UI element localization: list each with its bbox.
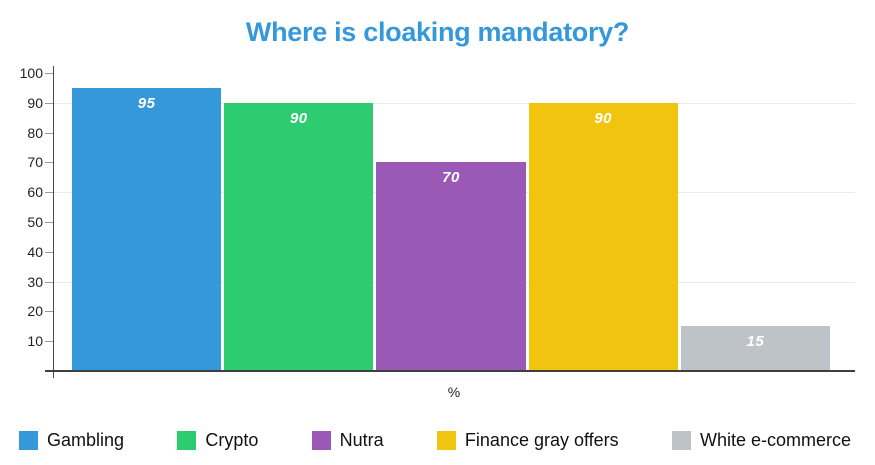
bar-value-nutra: 70 [442, 169, 460, 187]
legend-swatch-gambling [19, 431, 38, 450]
chart-title: Where is cloaking mandatory? [245, 17, 630, 47]
y-tick-label-50: 50 [27, 214, 43, 230]
legend-label-white-e-commerce: White e-commerce [699, 430, 851, 450]
y-tick-label-90: 90 [27, 94, 43, 111]
y-tick-100 [45, 73, 53, 74]
y-tick-label-80: 80 [27, 124, 43, 141]
x-axis-title: % [447, 384, 461, 400]
y-tick-label-20: 20 [27, 303, 43, 320]
legend-item-crypto[interactable]: Crypto [177, 430, 258, 451]
bar-value-finance-gray-offers: 90 [594, 109, 613, 127]
y-tick-50 [45, 222, 53, 223]
bar-value-gambling: 95 [137, 94, 156, 112]
bar-finance-gray-offers[interactable]: 90 [528, 102, 678, 371]
legend-item-gambling[interactable]: Gambling [19, 430, 124, 451]
gridline-90 [54, 102, 855, 104]
y-tick-label-100: 100 [19, 65, 43, 81]
legend-item-finance-gray-offers[interactable]: Finance gray offers [436, 430, 619, 451]
x-axis-baseline [45, 370, 855, 372]
bar-value-crypto: 90 [289, 109, 308, 127]
y-tick-60 [45, 192, 53, 194]
y-axis-line [53, 66, 54, 378]
bar-nutra[interactable]: 70 [376, 162, 526, 371]
y-tick-30 [45, 281, 53, 283]
bar-white-e-commerce[interactable]: 15 [680, 326, 830, 371]
legend-label-gambling: Gambling [47, 430, 125, 450]
legend-label-finance-gray-offers: Finance gray offers [464, 430, 619, 450]
y-tick-label-70: 70 [27, 154, 43, 171]
legend: Gambling Crypto Nutra Finance gray offers Wh… [19, 430, 851, 451]
y-tick-20 [45, 311, 53, 313]
y-tick-label-10: 10 [27, 333, 43, 350]
bar-value-white-e-commerce: 15 [746, 333, 765, 351]
legend-label-crypto: Crypto [205, 430, 259, 450]
y-tick-10 [45, 341, 53, 343]
legend-swatch-white-e-commerce [671, 431, 691, 450]
bar-gambling[interactable]: 95 [72, 87, 222, 371]
bar-crypto[interactable]: 90 [224, 102, 374, 371]
y-tick-label-60: 60 [27, 184, 43, 201]
y-tick-80 [45, 132, 53, 134]
legend-swatch-crypto [177, 431, 197, 450]
legend-swatch-finance-gray-offers [436, 431, 456, 450]
plot-area: 100 90 80 70 60 50 40 30 20 10 95 90 70 90 15 [20, 65, 855, 378]
y-tick-70 [45, 162, 53, 164]
legend-item-white-e-commerce[interactable]: White e-commerce [671, 430, 851, 451]
legend-item-nutra[interactable]: Nutra [311, 430, 384, 451]
y-tick-40 [45, 251, 53, 253]
legend-swatch-nutra [311, 431, 331, 450]
y-tick-label-40: 40 [27, 243, 43, 260]
y-tick-90 [45, 102, 53, 104]
y-tick-label-30: 30 [27, 273, 43, 290]
legend-label-nutra: Nutra [339, 430, 384, 450]
